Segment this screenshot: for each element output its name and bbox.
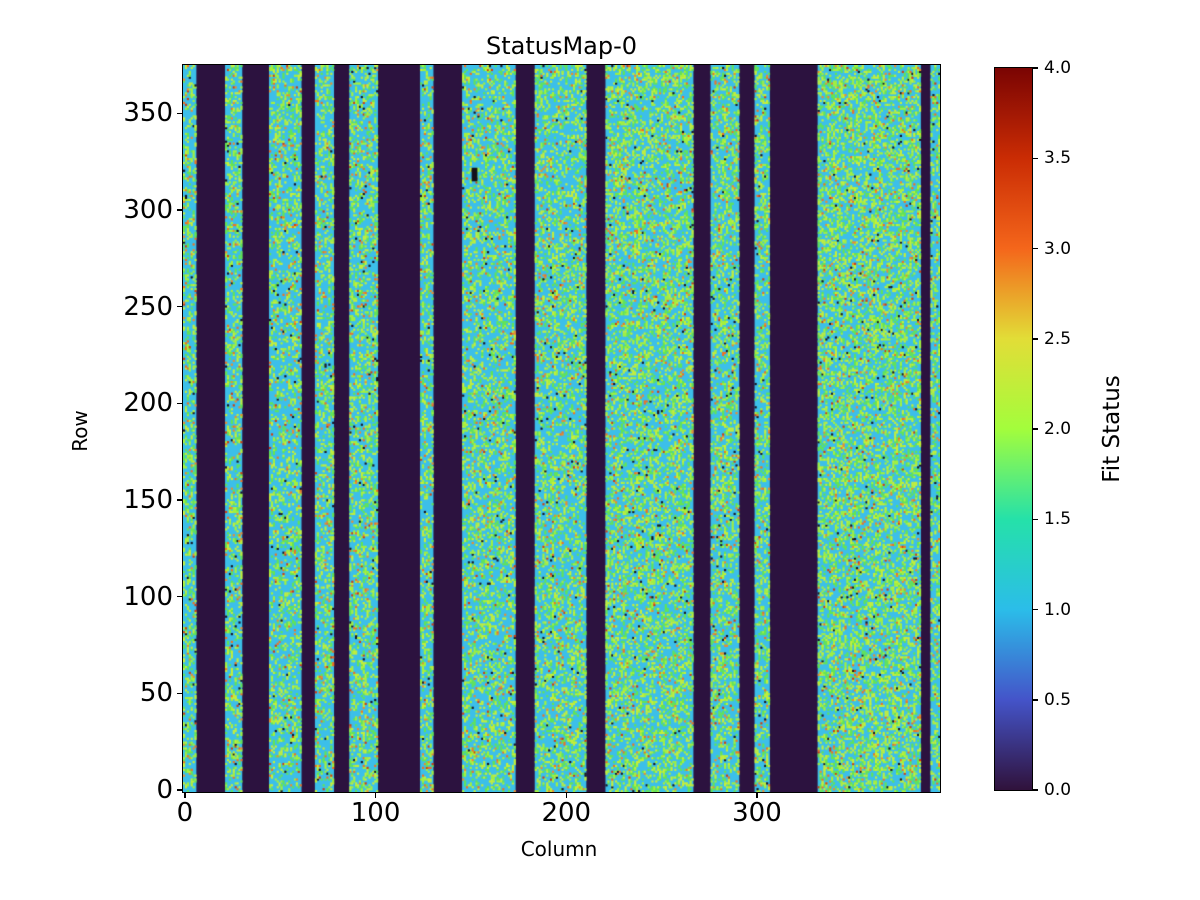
y-tick-mark [177,112,182,115]
colorbar-tick-label: 3.5 [1044,148,1072,169]
y-tick-label: 250 [123,291,173,322]
y-tick-label: 300 [123,195,173,225]
y-tick-label: 200 [123,388,173,419]
colorbar-tick-mark [1033,338,1038,340]
x-tick-label: 100 [350,798,401,828]
colorbar-tick-mark [1033,67,1038,69]
colorbar-tick-mark [1033,608,1038,611]
colorbar-label: Fit Status [1099,375,1125,483]
y-tick-label: 0 [156,775,173,806]
colorbar-tick-label: 1.5 [1044,509,1072,530]
colorbar-tick-label: 0.0 [1044,780,1072,800]
colorbar-tick-mark [1033,247,1038,250]
colorbar-tick-label: 3.0 [1044,238,1072,259]
y-tick-mark [177,209,182,211]
colorbar-tick-mark [1033,699,1038,701]
y-tick-mark [177,789,182,791]
y-tick-mark [177,305,182,308]
x-tick-mark [565,793,568,798]
colorbar-tick-label: 2.0 [1044,419,1072,439]
x-tick-mark [374,793,377,798]
x-tick-label: 300 [732,798,782,828]
y-tick-mark [177,692,182,695]
colorbar-tick-mark [1033,428,1038,430]
plot-area [182,64,941,793]
colorbar-tick-label: 4.0 [1044,58,1072,78]
colorbar-tick-mark [1033,157,1038,159]
x-tick-mark [756,793,758,798]
y-tick-mark [177,402,182,405]
y-tick-mark [177,499,182,501]
y-tick-label: 150 [123,485,173,516]
y-tick-label: 350 [123,98,173,129]
y-tick-mark [177,595,182,598]
colorbar-tick-label: 1.0 [1044,599,1072,620]
colorbar [994,67,1033,791]
x-tick-mark [184,793,186,798]
x-axis-label: Column [520,837,598,861]
x-tick-label: 200 [541,798,592,828]
colorbar-tick-label: 2.5 [1044,328,1072,349]
y-axis-label: Row [68,410,92,452]
chart-title: StatusMap-0 [485,32,638,60]
colorbar-tick-label: 0.5 [1044,689,1072,710]
y-tick-label: 50 [139,678,173,709]
x-tick-label: 0 [176,798,194,828]
colorbar-tick-mark [1033,789,1038,791]
y-tick-label: 100 [123,581,173,612]
colorbar-tick-mark [1033,518,1038,520]
heatmap-canvas [183,65,940,792]
